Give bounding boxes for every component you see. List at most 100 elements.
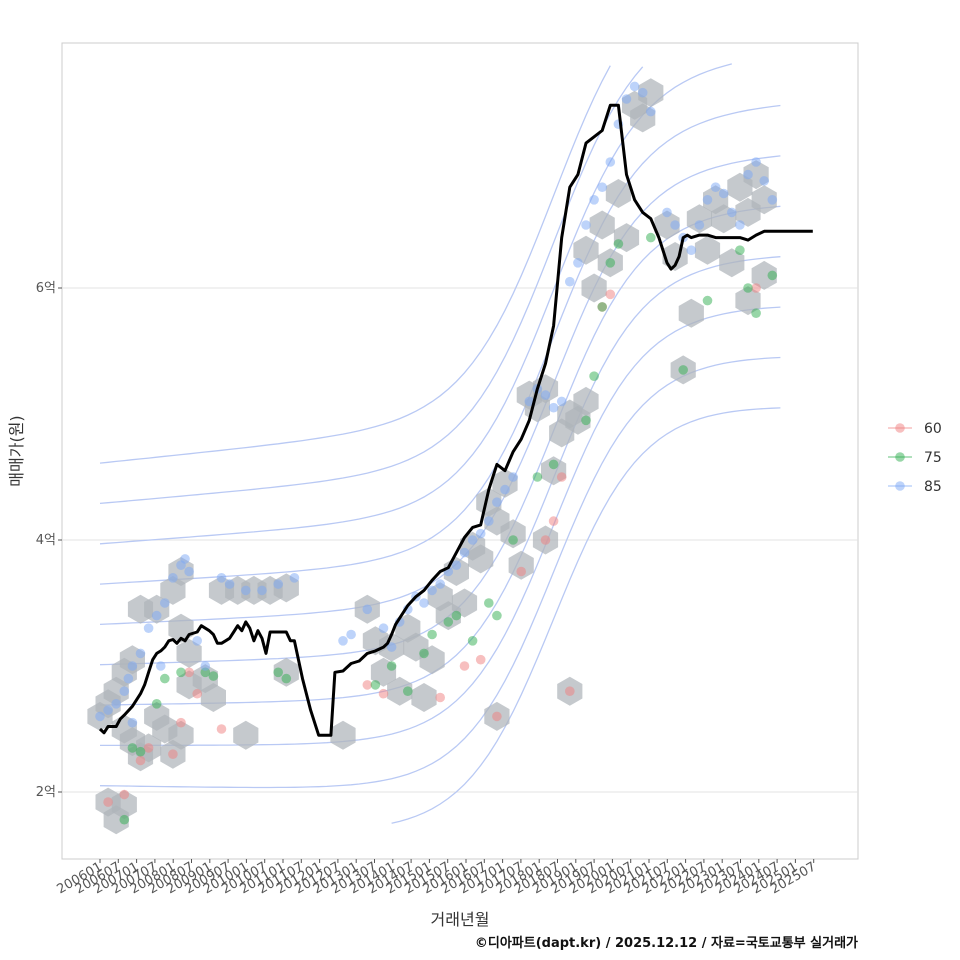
- point-85-5: [127, 661, 138, 671]
- point-85-23: [289, 573, 300, 583]
- point-85-58: [637, 87, 648, 98]
- point-85-22: [273, 579, 284, 589]
- hexbin-30: [233, 720, 259, 750]
- point-75-24: [589, 371, 599, 382]
- x-axis-ticks: 2006012006072007012007072008012008072009…: [55, 859, 819, 897]
- point-85-21: [257, 585, 267, 596]
- point-85-6: [127, 717, 138, 728]
- hexbin-61: [573, 235, 599, 265]
- point-85-36: [451, 560, 462, 570]
- point-85-15: [184, 566, 194, 577]
- point-85-2: [111, 699, 121, 709]
- point-75-13: [419, 648, 429, 659]
- point-85-68: [727, 207, 737, 218]
- point-85-17: [200, 661, 211, 671]
- point-75-0: [119, 814, 130, 825]
- point-75-12: [403, 686, 413, 696]
- point-75-32: [743, 283, 753, 293]
- point-85-12: [168, 573, 178, 583]
- point-75-25: [597, 302, 607, 312]
- contour-line-0: [391, 407, 781, 824]
- hexbin-73: [678, 298, 704, 328]
- point-85-56: [621, 94, 632, 104]
- point-85-61: [670, 220, 680, 230]
- point-60-0: [103, 797, 113, 807]
- hexbin-47: [468, 544, 494, 574]
- point-75-9: [281, 673, 292, 684]
- point-60-10: [378, 688, 389, 699]
- hexbin-65: [605, 179, 631, 208]
- point-85-71: [751, 157, 761, 167]
- point-85-43: [508, 472, 518, 482]
- point-85-46: [540, 390, 551, 400]
- point-75-10: [370, 680, 381, 690]
- point-60-12: [459, 661, 470, 671]
- point-60-15: [516, 566, 526, 577]
- hexbin-40: [411, 683, 437, 712]
- point-75-15: [443, 617, 454, 627]
- point-75-5: [176, 667, 186, 678]
- point-85-39: [475, 528, 486, 539]
- point-75-34: [767, 270, 778, 281]
- hexbin-37: [387, 676, 413, 706]
- point-75-22: [548, 459, 559, 470]
- point-85-28: [386, 642, 397, 652]
- point-85-37: [459, 547, 470, 558]
- density-contours: [99, 63, 781, 824]
- point-60-14: [492, 711, 502, 722]
- contour-line-2: [100, 306, 781, 747]
- point-60-7: [192, 688, 202, 699]
- hexbin-20: [176, 638, 202, 668]
- point-60-1: [119, 789, 130, 800]
- trend-line: [98, 103, 813, 737]
- hexbin-70: [654, 210, 680, 240]
- point-75-29: [678, 365, 688, 375]
- point-75-33: [751, 308, 761, 319]
- point-85-72: [759, 176, 769, 186]
- point-75-30: [702, 295, 713, 306]
- caption: ©디아파트(dapt.kr) / 2025.12.12 / 자료=국토교통부 실…: [475, 935, 858, 951]
- point-85-10: [155, 661, 166, 671]
- point-85-0: [95, 711, 105, 722]
- point-60-3: [143, 743, 154, 753]
- hexbin-69: [638, 78, 664, 108]
- point-85-57: [629, 81, 640, 92]
- legend-label-75: 75: [924, 450, 942, 466]
- point-60-2: [135, 755, 146, 766]
- point-75-20: [508, 535, 518, 545]
- point-60-18: [556, 472, 567, 482]
- point-60-11: [435, 692, 446, 703]
- legend: 60 75 85: [888, 421, 942, 495]
- legend-label-60: 60: [924, 421, 942, 437]
- point-60-9: [362, 680, 373, 690]
- point-75-4: [160, 673, 170, 684]
- point-60-21: [605, 289, 616, 300]
- contour-line-9: [99, 65, 611, 464]
- point-75-7: [208, 671, 219, 681]
- point-85-25: [346, 629, 356, 640]
- hexbin-83: [735, 286, 761, 316]
- point-85-73: [767, 195, 778, 205]
- point-85-64: [694, 220, 705, 230]
- legend-dot-60: [895, 423, 905, 433]
- point-60-8: [216, 724, 227, 734]
- point-85-20: [241, 585, 251, 596]
- contour-line-5: [99, 155, 781, 626]
- point-75-26: [605, 258, 616, 268]
- point-75-19: [492, 610, 502, 621]
- point-85-9: [151, 610, 162, 621]
- legend-label-85: 85: [924, 479, 942, 495]
- point-75-17: [467, 636, 478, 646]
- point-85-54: [605, 157, 616, 167]
- point-85-19: [224, 579, 235, 589]
- point-85-26: [362, 604, 373, 615]
- point-60-13: [475, 654, 486, 665]
- point-75-27: [613, 239, 624, 249]
- hexbin-52: [508, 550, 534, 580]
- point-85-4: [123, 673, 134, 684]
- trend-line-layer: [98, 103, 813, 737]
- point-60-19: [565, 686, 575, 696]
- point-85-41: [492, 497, 502, 508]
- point-75-18: [484, 598, 494, 608]
